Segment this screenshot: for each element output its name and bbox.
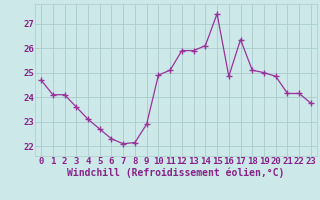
X-axis label: Windchill (Refroidissement éolien,°C): Windchill (Refroidissement éolien,°C)	[67, 168, 285, 178]
